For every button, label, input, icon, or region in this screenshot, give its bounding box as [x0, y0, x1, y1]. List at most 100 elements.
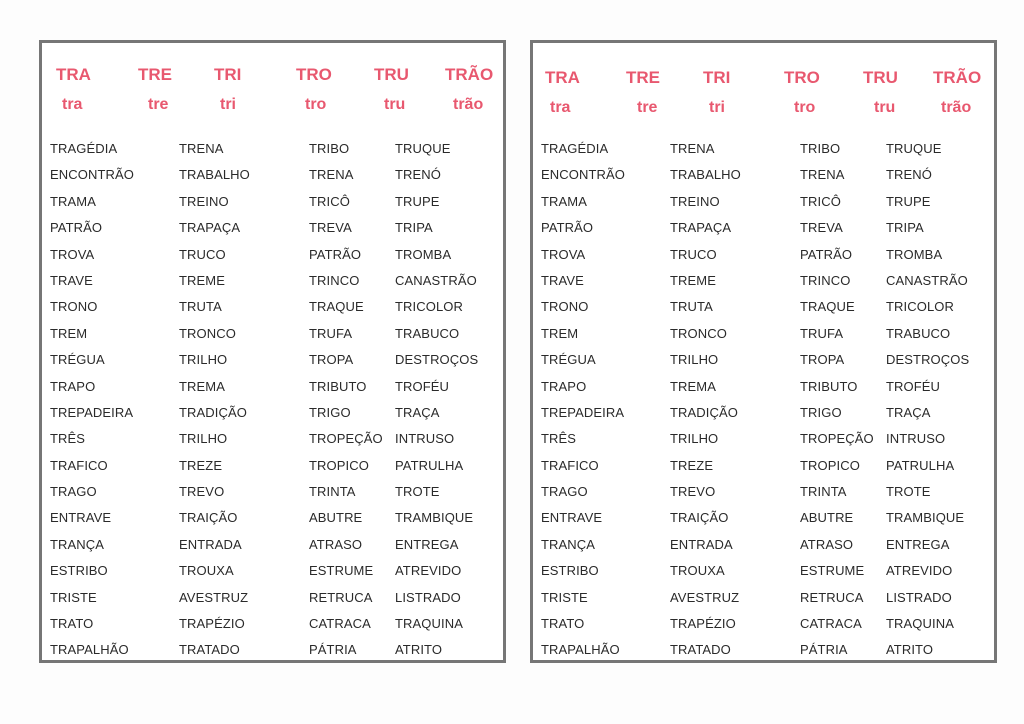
word-row: TROVA TRUCO PATRÃO TROMBA [42, 247, 503, 273]
word: ATRASO [309, 536, 363, 552]
word: TRAPAÇA [179, 220, 241, 236]
word-row: TRÊS TRILHO TROPEÇÃO INTRUSO [533, 431, 994, 457]
word: TRAMA [50, 193, 96, 209]
word: INTRUSO [886, 431, 946, 447]
word: PÁTRIA [309, 642, 357, 658]
word: TRAPALHÃO [541, 642, 620, 658]
word-row: TRÉGUA TRILHO TROPA DESTROÇOS [533, 352, 994, 378]
word: TRAPO [541, 378, 587, 394]
word: TRENA [670, 141, 715, 156]
word: TRABUCO [395, 325, 460, 341]
word: TROVA [541, 246, 586, 262]
syllable-tro-upper: TRO [784, 68, 820, 87]
word: TRENA [309, 167, 354, 183]
word: LISTRADO [886, 589, 952, 605]
word: TREVO [179, 484, 225, 500]
word: TRIGO [309, 404, 351, 420]
word: TREMA [670, 378, 716, 394]
word-row: TREPADEIRA TRADIÇÃO TRIGO TRAÇA [42, 405, 503, 431]
syllable-tre-upper: TRE [626, 68, 660, 87]
syllable-tru-lower: tru [384, 96, 406, 113]
word-row: TRAPO TREMA TRIBUTO TROFÉU [533, 379, 994, 405]
word: PATRÃO [541, 220, 594, 236]
word: TROPICO [309, 457, 369, 473]
word: ATREVIDO [395, 563, 462, 579]
syllable-header-lowercase: tra tre tri tro tru trão [533, 99, 994, 123]
word: TRENÓ [886, 167, 932, 183]
word: TRAMBIQUE [395, 510, 474, 526]
word: TRAFICO [50, 457, 108, 473]
word: ABUTRE [309, 510, 363, 526]
word: TRAQUE [309, 299, 364, 315]
word-row: TREPADEIRA TRADIÇÃO TRIGO TRAÇA [533, 405, 994, 431]
word: TRAQUE [800, 299, 855, 315]
word: TREINO [670, 193, 720, 209]
word: TROMBA [395, 246, 452, 262]
word: TRINCO [309, 272, 360, 288]
syllable-tro-lower: tro [305, 96, 327, 113]
word: TRONO [50, 299, 98, 315]
word-row: PATRÃO TRAPAÇA TREVA TRIPA [42, 220, 503, 246]
syllable-tru-lower: tru [874, 99, 896, 116]
word: TRADIÇÃO [179, 404, 247, 420]
word: TRAIÇÃO [670, 510, 729, 526]
word-list: TRAGÉDIA TRENA TRIBO TRUQUE ENCONTRÃO TRABAL… [42, 141, 503, 669]
word: TRABALHO [670, 167, 741, 183]
word: TRICOLOR [886, 299, 954, 315]
word: ESTRIBO [50, 563, 108, 579]
word-row: TRAFICO TREZE TROPICO PATRULHA [42, 458, 503, 484]
word: TRISTE [50, 589, 97, 605]
word: TREVO [670, 484, 716, 500]
word: TRUCO [179, 246, 226, 262]
word: ENTRADA [179, 536, 242, 552]
word-row: ESTRIBO TROUXA ESTRUME ATREVIDO [42, 563, 503, 589]
word: TREME [670, 272, 716, 288]
word: TROVA [50, 246, 95, 262]
word: TRAVE [541, 272, 584, 288]
word: TREVA [309, 220, 352, 236]
word-row: ENTRAVE TRAIÇÃO ABUTRE TRAMBIQUE [533, 510, 994, 536]
syllable-trao-upper: TRÃO [445, 65, 494, 84]
word: TRÉGUA [541, 352, 596, 368]
word: TROFÉU [886, 378, 941, 394]
word: PATRÃO [309, 246, 362, 262]
word-row: TRAPALHÃO TRATADO PÁTRIA ATRITO [42, 642, 503, 668]
word: ESTRIBO [541, 563, 599, 579]
syllable-header-uppercase: TRA TRE TRI TRO TRU TRÃO [42, 65, 503, 89]
word: ABUTRE [800, 510, 854, 526]
word: TRUFA [309, 325, 353, 341]
word-row: TRANÇA ENTRADA ATRASO ENTREGA [533, 537, 994, 563]
word: CANASTRÃO [395, 272, 477, 288]
word: TROFÉU [395, 378, 450, 394]
word: TRAIÇÃO [179, 510, 238, 526]
word: TRIBUTO [800, 378, 858, 394]
word: TREVA [800, 220, 843, 236]
word-row: ESTRIBO TROUXA ESTRUME ATREVIDO [533, 563, 994, 589]
syllable-tri-upper: TRI [703, 68, 731, 87]
word: TRÊS [541, 431, 577, 447]
word: TROUXA [179, 563, 234, 579]
word: TRANÇA [541, 536, 596, 552]
word: TRATO [50, 616, 94, 632]
word: TRICOLOR [395, 299, 463, 315]
word-row: TRISTE AVESTRUZ RETRUCA LISTRADO [42, 590, 503, 616]
word: TRIGO [800, 404, 842, 420]
word: TRAGÉDIA [50, 141, 118, 156]
word: ATRITO [395, 642, 443, 658]
word: ENTREGA [395, 536, 459, 552]
word: TRUTA [179, 299, 222, 315]
word: ESTRUME [309, 563, 374, 579]
word: TRAPALHÃO [50, 642, 129, 658]
word: TRIBO [800, 141, 841, 156]
word: ATRASO [800, 536, 854, 552]
word: TRAVE [50, 272, 93, 288]
word: TRATADO [179, 642, 240, 658]
word: ESTRUME [800, 563, 865, 579]
word: TRONCO [670, 325, 727, 341]
word: TRUPE [395, 193, 440, 209]
syllable-tre-lower: tre [148, 96, 169, 113]
syllable-trao-lower: trão [453, 96, 484, 113]
word: TRINTA [800, 484, 847, 500]
word: TRAPAÇA [670, 220, 732, 236]
word-row: ENCONTRÃO TRABALHO TRENA TRENÓ [42, 167, 503, 193]
